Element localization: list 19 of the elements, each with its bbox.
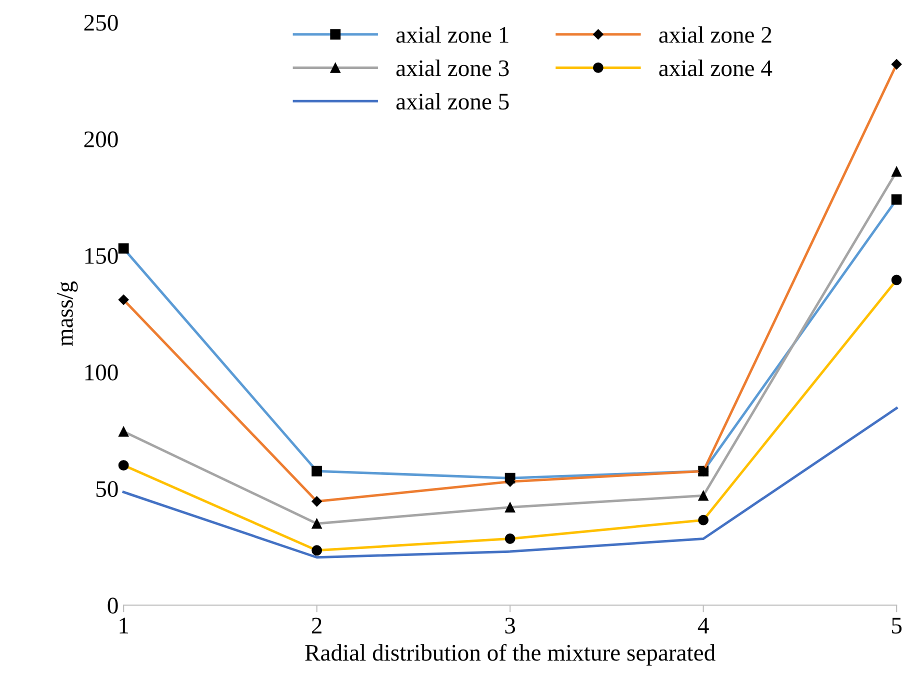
x-axis-title: Radial distribution of the mixture separated: [305, 644, 716, 666]
line-series: [122, 406, 898, 559]
x-tick-label: 1: [120, 618, 128, 634]
y-tick-label: 100: [85, 364, 118, 380]
y-tick-label: 0: [108, 598, 118, 614]
y-tick-label: 250: [84, 14, 118, 31]
y-tick-label: 150: [85, 248, 118, 264]
legend-label: axial zone 2: [659, 26, 772, 43]
x-tick-label: 3: [505, 618, 516, 634]
legend-label: axial zone 4: [659, 60, 772, 76]
y-axis-title: mass/g: [57, 281, 78, 346]
legend-label: axial zone 1: [396, 26, 508, 43]
legend-label: axial zone 3: [396, 60, 509, 76]
x-tick-label: 2: [312, 618, 322, 634]
y-tick-label: 50: [96, 481, 118, 498]
x-tick-label: 5: [892, 618, 902, 634]
legend-label: axial zone 5: [396, 92, 509, 110]
x-tick-label: 4: [698, 618, 709, 634]
y-tick-label: 200: [84, 131, 118, 148]
